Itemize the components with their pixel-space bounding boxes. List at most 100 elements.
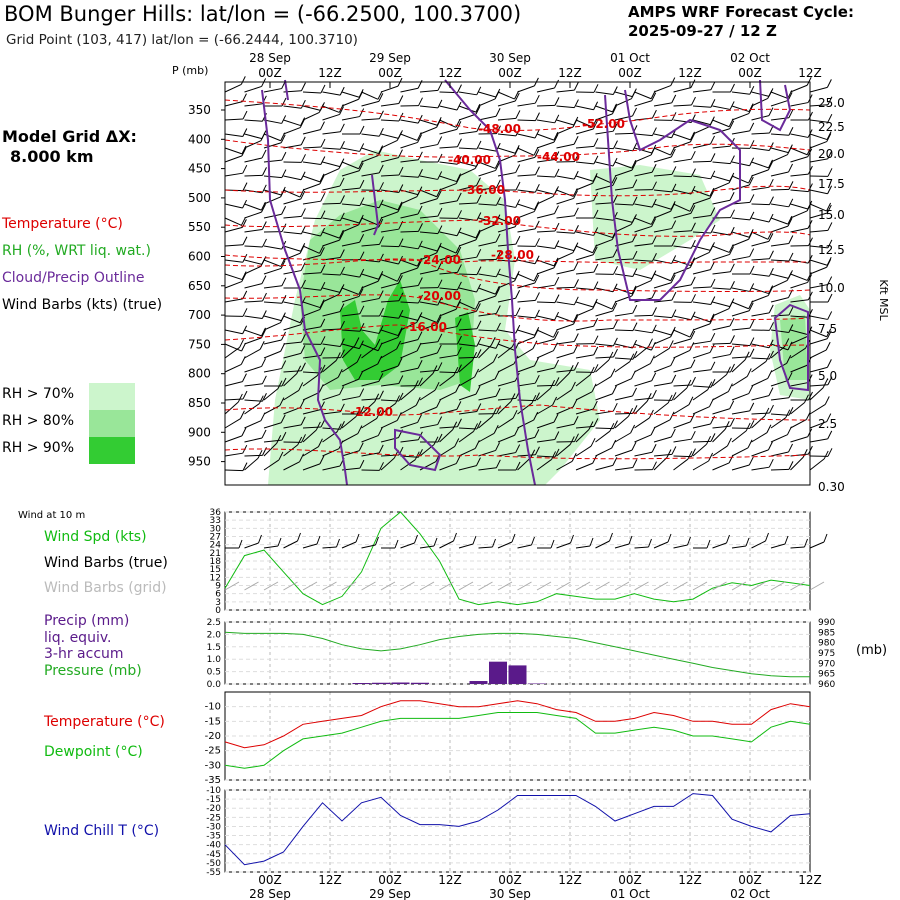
grid-wind-barb bbox=[790, 581, 805, 591]
wind-barb bbox=[692, 251, 710, 261]
wind-barb-flag bbox=[652, 253, 657, 262]
grid-wind-barb bbox=[575, 581, 591, 591]
wind-barb-flag bbox=[358, 288, 364, 297]
wind-barb-flag bbox=[515, 324, 521, 334]
wind-barb-flag bbox=[261, 275, 267, 284]
wind-barb-flag bbox=[418, 169, 423, 178]
wind-barb bbox=[478, 147, 497, 152]
surface-wind-barb bbox=[575, 545, 591, 549]
wind-barb bbox=[536, 350, 554, 359]
wind-barb-flag bbox=[729, 192, 735, 201]
wind-barb bbox=[283, 390, 300, 401]
wind-barb bbox=[419, 406, 437, 415]
wind-barb-flag bbox=[515, 164, 521, 173]
wind-barb-flag bbox=[593, 335, 599, 344]
time-tick-label: 12Z bbox=[558, 66, 582, 80]
wind-barb bbox=[731, 130, 750, 135]
wind-barb-flag bbox=[667, 394, 673, 404]
wind-barb-flag bbox=[593, 155, 599, 165]
wind-barb bbox=[614, 217, 633, 223]
wind-barb bbox=[302, 111, 320, 121]
wind-barb-flag bbox=[554, 168, 560, 178]
wind-barb-flag bbox=[396, 340, 402, 350]
wind-barb-flag bbox=[533, 357, 539, 367]
wind-barb-flag bbox=[301, 362, 306, 371]
wind-barb-flag bbox=[515, 235, 521, 245]
height-tick-label: 20.0 bbox=[818, 147, 845, 161]
wind-barb-flag bbox=[318, 245, 324, 254]
wind-barb bbox=[322, 202, 341, 205]
wind-barb bbox=[517, 402, 533, 415]
y-tick-label: 9 bbox=[215, 582, 221, 592]
wind-barb bbox=[673, 404, 690, 415]
wind-barb bbox=[361, 298, 380, 303]
wind-barb bbox=[536, 315, 555, 321]
grid-wind-barb bbox=[322, 581, 337, 591]
wind-barb bbox=[419, 144, 438, 149]
wind-barb-flag bbox=[827, 96, 833, 105]
wind-barb bbox=[790, 347, 806, 359]
wind-barb-flag bbox=[379, 390, 384, 399]
wind-barb-flag bbox=[354, 337, 360, 346]
wind-barb bbox=[634, 100, 652, 107]
legend-temperature: Temperature (°C) bbox=[2, 216, 123, 232]
wind-barb bbox=[692, 105, 711, 108]
wind-barb bbox=[556, 286, 575, 289]
surface-wind-barb bbox=[653, 541, 669, 549]
wind-barb bbox=[770, 188, 790, 191]
wind-barb-flag bbox=[242, 253, 248, 263]
cloud-precip-outlines bbox=[261, 79, 809, 486]
wind-barb bbox=[575, 128, 594, 135]
wind-barb bbox=[283, 105, 302, 109]
wind-barb bbox=[439, 183, 457, 191]
wind-barb bbox=[302, 200, 321, 205]
wind-barb bbox=[478, 258, 497, 261]
wind-barb bbox=[439, 231, 458, 237]
surface-wind-barb-flag bbox=[472, 535, 477, 545]
wind-barb-flag bbox=[611, 439, 617, 449]
wind-barb bbox=[517, 147, 535, 156]
wind-barb bbox=[302, 183, 321, 191]
wind-barb-flag bbox=[768, 107, 774, 116]
wind-barb-flag bbox=[315, 421, 321, 431]
wind-barb bbox=[556, 444, 571, 457]
wind-barb-flag bbox=[671, 183, 677, 193]
wind-barb-flag bbox=[339, 249, 345, 258]
wind-barb bbox=[224, 435, 243, 443]
wind-barb bbox=[224, 83, 242, 93]
grid-wind-barb bbox=[673, 581, 688, 591]
pressure-tick-label: 985 bbox=[818, 628, 835, 638]
wind-barb bbox=[536, 104, 556, 107]
surface-wind-barb-flag bbox=[550, 539, 555, 549]
wind-barb bbox=[478, 115, 497, 121]
wind-barb-flag bbox=[378, 93, 384, 102]
temp-contour-8 bbox=[224, 448, 811, 460]
y-tick-label: -25 bbox=[205, 746, 221, 757]
wind-barb-flag bbox=[378, 444, 384, 454]
wind-barb bbox=[380, 211, 399, 219]
wind-barb bbox=[224, 452, 243, 457]
wind-barb-flag bbox=[530, 449, 536, 458]
wind-barb-flag bbox=[335, 352, 341, 361]
wind-barb bbox=[673, 367, 692, 373]
wind-barb-flag bbox=[262, 292, 267, 302]
wind-barb bbox=[731, 301, 749, 310]
y-tick-label: 0 bbox=[215, 606, 221, 616]
wind-barb bbox=[478, 98, 496, 107]
wind-barb bbox=[751, 287, 769, 295]
wind-barb bbox=[263, 459, 280, 471]
surface-wind-barb bbox=[341, 541, 357, 549]
wind-barb bbox=[692, 189, 711, 197]
wind-barb bbox=[361, 380, 380, 387]
wind-barb bbox=[712, 182, 730, 191]
wind-barb bbox=[478, 416, 493, 429]
wind-barb bbox=[634, 397, 653, 401]
wind-barb-flag bbox=[589, 366, 595, 376]
surface-wind-barb-flag bbox=[492, 538, 496, 548]
pressure-tick-label: 850 bbox=[188, 396, 211, 410]
wind-barb bbox=[751, 240, 770, 247]
surface-wind-barb bbox=[517, 544, 532, 549]
wind-barb-flag bbox=[241, 147, 247, 157]
wind-barb bbox=[400, 230, 419, 233]
wind-barb-flag bbox=[515, 199, 521, 208]
